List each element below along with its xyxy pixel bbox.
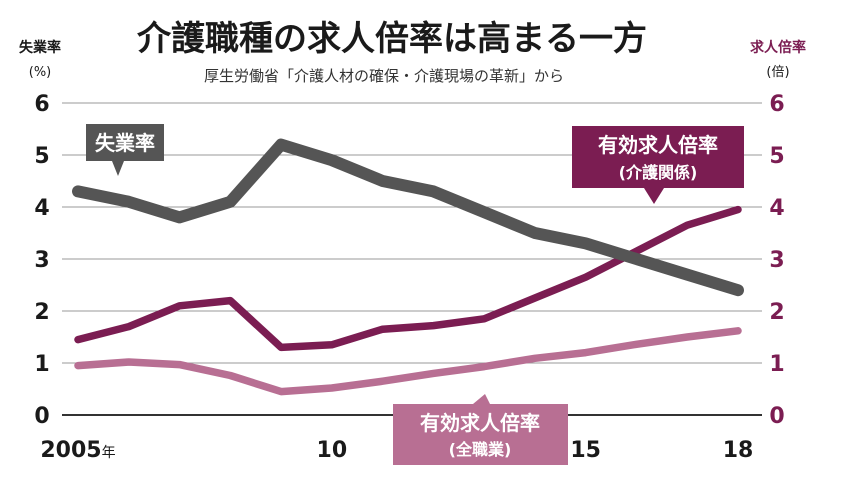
x-tick-label: 15 xyxy=(570,438,601,463)
chart-subtitle: 厚生労働省「介護人材の確保・介護現場の革新」から xyxy=(204,67,564,85)
right-axis-ticks: 0 1 2 3 4 5 6 xyxy=(769,92,784,429)
right-tick-label: 4 xyxy=(769,196,784,221)
left-axis-unit: (%) xyxy=(29,65,52,80)
right-tick-label: 2 xyxy=(769,300,784,325)
callout-unemployment: 失業率 xyxy=(86,124,164,176)
left-tick-label: 6 xyxy=(34,92,49,117)
left-axis-ticks: 0 1 2 3 4 5 6 xyxy=(34,92,49,429)
right-tick-label: 1 xyxy=(769,352,784,377)
left-tick-label: 4 xyxy=(34,196,49,221)
x-tick-label: 2005年 xyxy=(40,438,115,463)
right-tick-label: 5 xyxy=(769,144,784,169)
left-tick-label: 2 xyxy=(34,300,49,325)
callout-all-jobs-name: 有効求人倍率 xyxy=(420,411,540,435)
right-tick-label: 6 xyxy=(769,92,784,117)
callout-care-jobs: 有効求人倍率 (介護関係) xyxy=(572,126,744,204)
x-tick-label: 10 xyxy=(317,438,348,463)
series-line-1 xyxy=(74,205,742,352)
x-axis-ticks: 2005年 10 15 18 xyxy=(40,438,753,463)
series-lines xyxy=(72,138,744,396)
left-axis-label: 失業率 xyxy=(19,39,61,56)
x-tick-label: 18 xyxy=(723,438,754,463)
left-tick-label: 0 xyxy=(34,404,49,429)
right-tick-label: 3 xyxy=(769,248,784,273)
callout-unemployment-text: 失業率 xyxy=(95,131,155,155)
callout-all-jobs: 有効求人倍率 (全職業) xyxy=(393,394,568,465)
series-line-0 xyxy=(72,138,744,297)
left-tick-label: 3 xyxy=(34,248,49,273)
left-tick-label: 5 xyxy=(34,144,49,169)
right-axis-label: 求人倍率 xyxy=(750,39,806,56)
series-line-2 xyxy=(74,327,742,396)
right-tick-label: 0 xyxy=(769,404,784,429)
callout-care-jobs-sub: (介護関係) xyxy=(619,163,698,182)
chart-title: 介護職種の求人倍率は高まる一方 xyxy=(137,19,647,59)
right-axis-unit: (倍) xyxy=(766,65,789,80)
left-tick-label: 1 xyxy=(34,352,49,377)
callout-care-jobs-name: 有効求人倍率 xyxy=(598,133,718,157)
callout-all-jobs-sub: (全職業) xyxy=(449,440,512,459)
